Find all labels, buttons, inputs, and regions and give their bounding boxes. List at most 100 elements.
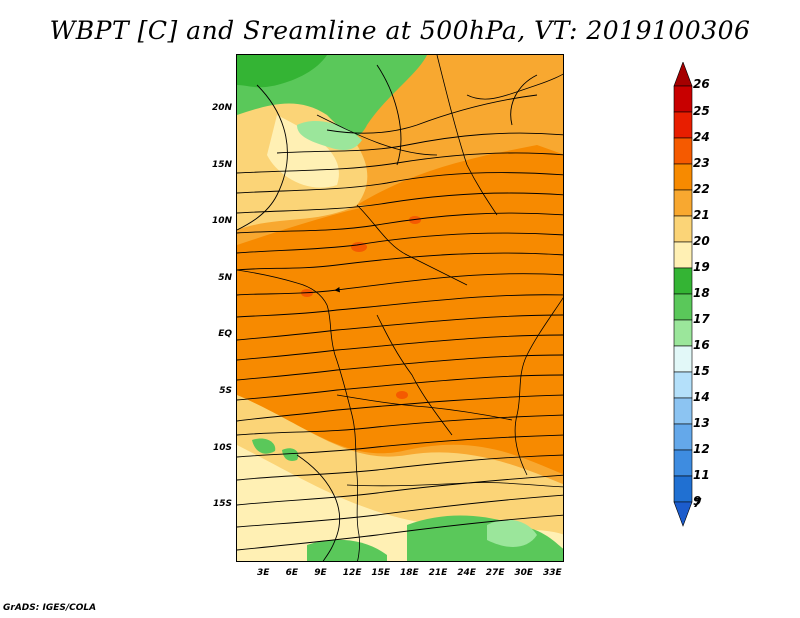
- map-panel: [236, 54, 564, 562]
- colorbar: [673, 62, 693, 527]
- wbpt-field-22-23-d: [396, 391, 408, 399]
- lat-label: EQ: [218, 329, 232, 340]
- colorbar-arrow-bottom: [673, 501, 693, 527]
- colorbar-label: 24: [693, 130, 710, 144]
- colorbar-label: 15: [693, 364, 710, 378]
- map-canvas: [237, 55, 563, 561]
- lat-label: 10S: [212, 442, 232, 453]
- colorbar-label: 17: [693, 312, 710, 326]
- colorbar-arrow-top: [673, 62, 693, 87]
- streamline: [276, 132, 563, 154]
- colorbar-swatch: [673, 397, 693, 425]
- colorbar-label: 19: [693, 260, 710, 274]
- colorbar-label: 22: [693, 182, 710, 196]
- streamline: [237, 474, 563, 506]
- streamline: [237, 434, 563, 458]
- streamline: [237, 374, 563, 401]
- lon-label: 24E: [457, 568, 476, 578]
- colorbar-swatch: [673, 163, 693, 191]
- wbpt-field-17-18-north: [237, 55, 327, 88]
- colorbar-swatch: [673, 85, 693, 113]
- lat-label: 20N: [211, 103, 232, 113]
- colorbar-swatch: [673, 293, 693, 321]
- border: [376, 314, 453, 436]
- border: [346, 482, 563, 488]
- colorbar-label: 7: [693, 496, 702, 510]
- colorbar-swatch: [673, 449, 693, 477]
- colorbar-label: 11: [693, 468, 710, 482]
- border: [436, 55, 498, 216]
- streamline: [326, 94, 538, 134]
- map-title: WBPT [C] and Sreamline at 500hPa, VT: 20…: [49, 16, 751, 45]
- border: [336, 394, 513, 421]
- streamline: [237, 252, 563, 271]
- streamline: [510, 74, 538, 126]
- streamline: [237, 273, 563, 296]
- colorbar-label: 12: [693, 442, 710, 456]
- streamline: [237, 192, 563, 214]
- lat-label: 5S: [219, 386, 232, 396]
- lon-label: 9E: [314, 568, 327, 578]
- colorbar-label: 23: [693, 156, 710, 170]
- lon-label: 27E: [485, 568, 505, 578]
- colorbar-swatch: [673, 137, 693, 165]
- wbpt-field-15-16-north: [297, 120, 362, 150]
- coastline-west: [237, 269, 360, 561]
- wbpt-field-21-22-north: [357, 145, 563, 215]
- wbpt-field-22-23-a: [351, 242, 367, 252]
- streamline: [237, 414, 563, 436]
- streamline: [296, 454, 341, 561]
- colorbar-swatch: [673, 475, 693, 503]
- streamline: [237, 454, 563, 481]
- colorbar-label: 13: [693, 416, 710, 430]
- lon-label: 18E: [400, 568, 419, 578]
- colorbar-swatch: [673, 267, 693, 295]
- streamline: [237, 294, 563, 318]
- wbpt-field-16-17-west: [252, 438, 276, 454]
- streamline: [237, 232, 563, 254]
- streamline: [237, 394, 563, 422]
- border: [316, 114, 438, 156]
- colorbar-swatch: [673, 345, 693, 373]
- colorbar-swatch: [673, 215, 693, 243]
- streamline: [376, 64, 402, 166]
- lon-label: 30E: [514, 568, 534, 578]
- colorbar-label: 16: [693, 338, 710, 352]
- wbpt-field-22-23-b: [409, 216, 421, 224]
- streamline: [237, 212, 563, 234]
- colorbar-label: 26: [693, 77, 710, 91]
- colorbar-label: 14: [693, 390, 710, 404]
- country-borders: [237, 55, 563, 561]
- colorbar-label: 20: [693, 234, 710, 248]
- streamlines: [237, 64, 563, 561]
- colorbar-label: 21: [693, 208, 710, 222]
- streamline: [237, 314, 563, 341]
- lon-label: 21E: [428, 568, 448, 578]
- lat-label: 5N: [218, 272, 232, 283]
- colorbar-swatch: [673, 111, 693, 139]
- lat-label: 15S: [212, 499, 232, 510]
- lon-label: 3E: [257, 568, 270, 578]
- border: [356, 204, 468, 286]
- streamline: [237, 514, 563, 551]
- streamline: [237, 494, 563, 528]
- streamline: [237, 172, 563, 194]
- colorbar-label: 25: [693, 104, 710, 118]
- lon-label: 33E: [543, 568, 562, 578]
- lon-label: 6E: [285, 568, 299, 578]
- colorbar-label: 9: [693, 494, 702, 508]
- colorbar-swatch: [673, 241, 693, 269]
- footer-credit: GrADS: IGES/COLA: [3, 603, 97, 613]
- wbpt-field-15-16-south: [487, 519, 537, 547]
- wbpt-field-21-22: [237, 193, 563, 475]
- wbpt-field-16-17-west-b: [282, 448, 299, 461]
- colorbar-swatch: [673, 319, 693, 347]
- coastline-east: [514, 297, 563, 476]
- colorbar-swatch: [673, 371, 693, 399]
- border: [466, 73, 563, 100]
- lon-label: 15E: [371, 568, 391, 578]
- streamline: [237, 84, 288, 231]
- lat-label: 10N: [211, 216, 232, 227]
- colorbar-label: 18: [693, 286, 710, 300]
- streamline: [237, 152, 563, 174]
